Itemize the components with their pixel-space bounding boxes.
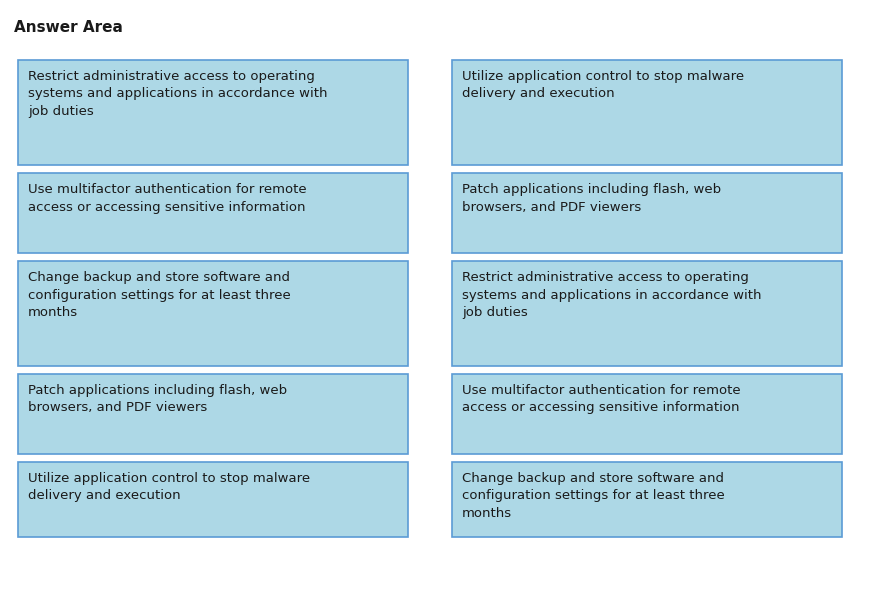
FancyBboxPatch shape	[452, 60, 842, 165]
Text: Use multifactor authentication for remote
access or accessing sensitive informat: Use multifactor authentication for remot…	[462, 384, 740, 415]
Text: Change backup and store software and
configuration settings for at least three
m: Change backup and store software and con…	[462, 472, 724, 520]
FancyBboxPatch shape	[452, 374, 842, 454]
Text: Patch applications including flash, web
browsers, and PDF viewers: Patch applications including flash, web …	[462, 183, 721, 214]
Text: Utilize application control to stop malware
delivery and execution: Utilize application control to stop malw…	[462, 70, 744, 101]
FancyBboxPatch shape	[452, 173, 842, 253]
Text: Restrict administrative access to operating
systems and applications in accordan: Restrict administrative access to operat…	[28, 70, 328, 118]
Text: Utilize application control to stop malware
delivery and execution: Utilize application control to stop malw…	[28, 472, 310, 503]
FancyBboxPatch shape	[18, 173, 408, 253]
Text: Use multifactor authentication for remote
access or accessing sensitive informat: Use multifactor authentication for remot…	[28, 183, 307, 214]
Text: Restrict administrative access to operating
systems and applications in accordan: Restrict administrative access to operat…	[462, 271, 761, 319]
FancyBboxPatch shape	[452, 261, 842, 366]
Text: Patch applications including flash, web
browsers, and PDF viewers: Patch applications including flash, web …	[28, 384, 287, 415]
Text: Answer Area: Answer Area	[14, 20, 123, 35]
FancyBboxPatch shape	[18, 60, 408, 165]
FancyBboxPatch shape	[452, 462, 842, 537]
FancyBboxPatch shape	[18, 374, 408, 454]
FancyBboxPatch shape	[18, 261, 408, 366]
FancyBboxPatch shape	[18, 462, 408, 537]
Text: Change backup and store software and
configuration settings for at least three
m: Change backup and store software and con…	[28, 271, 291, 319]
